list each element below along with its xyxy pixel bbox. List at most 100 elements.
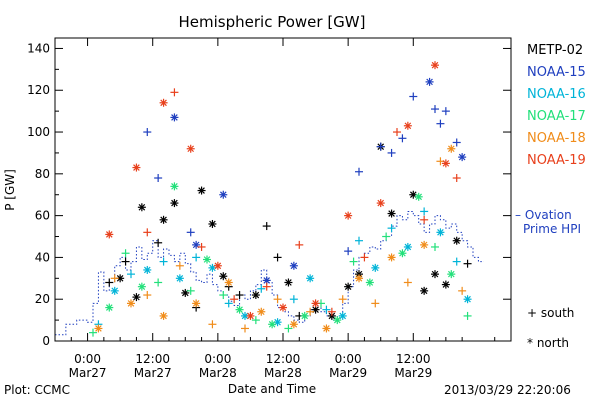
point-stroke-d2 xyxy=(344,283,352,290)
point-noaa-19-north xyxy=(159,98,168,107)
point-noaa-15-south xyxy=(441,107,450,116)
point-noaa-16-north xyxy=(403,242,412,251)
point-metp-02-north xyxy=(132,293,141,302)
point-noaa-19-north xyxy=(186,144,195,153)
point-noaa-17-south xyxy=(186,286,195,295)
point-noaa-15-south xyxy=(431,105,439,114)
point-stroke-d2 xyxy=(290,262,298,270)
point-noaa-15-south xyxy=(344,247,353,256)
point-stroke-d2 xyxy=(431,61,439,69)
point-metp-02-north xyxy=(219,272,228,281)
point-noaa-16-north xyxy=(110,286,119,295)
point-noaa-17-south xyxy=(349,257,358,266)
x-tick-time-label: 12:00 xyxy=(396,352,431,366)
point-stroke-d2 xyxy=(263,277,271,284)
point-metp-02-south xyxy=(273,253,282,262)
point-stroke-d2 xyxy=(442,160,450,167)
point-noaa-15-south xyxy=(186,228,195,237)
point-noaa-19-south xyxy=(230,295,239,304)
point-noaa-16-north xyxy=(306,274,315,283)
point-metp-02-south xyxy=(121,257,130,266)
point-stroke-d2 xyxy=(252,291,260,299)
point-noaa-17-north xyxy=(365,278,374,287)
point-stroke-d2 xyxy=(236,306,243,313)
point-noaa-18-south xyxy=(306,307,315,316)
point-noaa-16-south xyxy=(420,207,429,216)
point-stroke-d2 xyxy=(160,312,167,320)
y-tick-label: 20 xyxy=(35,292,50,306)
point-noaa-17-south xyxy=(251,316,260,325)
x-tick-date-label: Mar29 xyxy=(329,366,367,380)
point-stroke-d2 xyxy=(247,312,254,320)
point-stroke-d2 xyxy=(447,270,455,278)
point-noaa-19-south xyxy=(197,242,206,251)
point-noaa-16-south xyxy=(224,299,233,308)
point-noaa-17-south xyxy=(154,278,163,287)
point-stroke-d2 xyxy=(312,300,319,307)
point-stroke-d2 xyxy=(404,122,412,130)
x-tick-date-label: Mar28 xyxy=(199,366,237,380)
point-stroke-d2 xyxy=(371,264,379,272)
point-noaa-19-north xyxy=(344,211,353,220)
point-noaa-19-north xyxy=(376,199,385,208)
point-stroke-d2 xyxy=(464,295,471,303)
point-stroke-d2 xyxy=(187,145,195,153)
point-noaa-17-north xyxy=(398,249,407,258)
point-metp-02-north xyxy=(420,286,429,295)
point-noaa-17-north xyxy=(333,316,342,325)
point-noaa-17-north xyxy=(447,270,456,279)
point-stroke-d2 xyxy=(116,275,124,282)
point-stroke-d2 xyxy=(171,199,178,207)
point-noaa-18-north xyxy=(322,324,331,333)
point-noaa-17-north xyxy=(414,192,423,201)
point-stroke-d2 xyxy=(339,312,347,320)
x-tick-date-label: Mar27 xyxy=(134,366,172,380)
point-metp-02-north xyxy=(327,311,336,320)
point-noaa-19-south xyxy=(170,88,179,97)
point-metp-02-north xyxy=(208,219,217,228)
plot-credit: Plot: CCMC xyxy=(4,383,70,397)
point-stroke-d2 xyxy=(219,191,227,199)
y-tick-label: 140 xyxy=(27,41,50,55)
ovation-legend-line1: – Ovation xyxy=(515,208,572,222)
point-metp-02-north xyxy=(170,199,179,208)
point-noaa-18-south xyxy=(241,324,249,333)
point-noaa-19-north xyxy=(105,230,114,239)
ovation-legend: – Ovation Prime HPI xyxy=(515,208,581,236)
point-stroke-d2 xyxy=(388,210,395,217)
point-noaa-15-north xyxy=(458,153,467,162)
point-noaa-15-south xyxy=(398,134,407,143)
point-noaa-17-south xyxy=(382,232,391,241)
point-stroke-d2 xyxy=(160,216,167,224)
x-axis-label: Date and Time xyxy=(228,382,316,396)
point-noaa-15-south xyxy=(154,174,163,183)
point-noaa-18-north xyxy=(289,320,298,329)
point-stroke-d2 xyxy=(279,304,287,311)
point-noaa-18-south xyxy=(338,295,347,304)
axes: 0204060801001201400:00Mar2712:00Mar270:0… xyxy=(27,38,512,380)
point-stroke-d2 xyxy=(453,237,461,245)
point-noaa-17-south xyxy=(89,328,97,337)
point-stroke-d2 xyxy=(257,308,265,316)
marker-legend-south: + south xyxy=(527,306,575,320)
point-noaa-19-north xyxy=(279,303,287,312)
point-noaa-19-north xyxy=(213,261,222,270)
point-noaa-17-north xyxy=(137,282,146,291)
point-noaa-15-north xyxy=(192,240,201,249)
point-stroke-d2 xyxy=(328,312,336,320)
legend-item-noaa-16: NOAA-16 xyxy=(527,87,586,102)
point-noaa-15-north xyxy=(425,77,434,86)
point-noaa-19-north xyxy=(246,311,255,320)
point-stroke-d2 xyxy=(138,283,146,290)
point-stroke-d2 xyxy=(143,266,151,274)
point-stroke-d2 xyxy=(241,312,249,320)
point-stroke-d2 xyxy=(209,220,216,228)
point-noaa-18-north xyxy=(447,144,456,153)
point-noaa-15-north xyxy=(262,276,271,285)
point-noaa-18-south xyxy=(458,286,467,295)
ovation-legend-line2: Prime HPI xyxy=(523,222,581,236)
y-tick-label: 0 xyxy=(42,334,50,348)
point-stroke-d2 xyxy=(133,164,140,171)
x-tick-date-label: Mar28 xyxy=(264,366,302,380)
